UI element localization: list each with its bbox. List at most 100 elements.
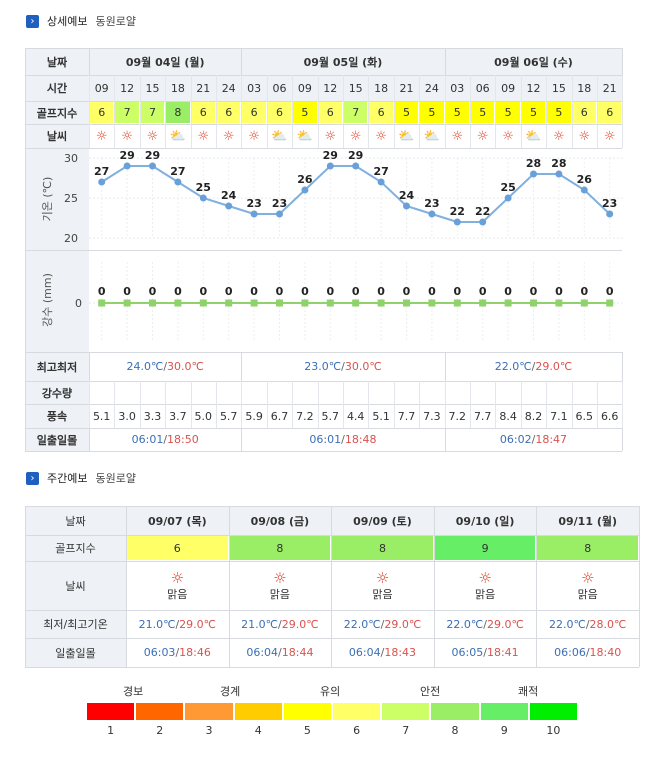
- min-temp: 22.0℃: [343, 617, 381, 631]
- rain-data-label: 0: [403, 285, 411, 298]
- detail-section-header: › 상세예보 동원로얄: [26, 12, 136, 30]
- legend-label: 경보: [123, 685, 144, 698]
- sun-icon: ☼: [273, 568, 287, 587]
- rain-point: [453, 299, 461, 307]
- rain-data-label: 0: [453, 285, 461, 298]
- min-temp: 22.0℃: [446, 617, 484, 631]
- time-cell: 09: [501, 81, 516, 95]
- temp-point: [326, 162, 334, 170]
- col-divider: [368, 381, 370, 428]
- rain-data-label: 0: [174, 285, 182, 298]
- rain-data-label: 0: [377, 285, 385, 298]
- rain-point: [199, 299, 207, 307]
- legend-label: 쾌적: [518, 685, 539, 698]
- col-divider: [520, 381, 522, 428]
- max-temp: 30.0℃: [344, 360, 382, 373]
- separator: /: [483, 617, 487, 631]
- col-divider: [597, 75, 598, 148]
- temp-point: [225, 202, 233, 210]
- time-cell: 15: [145, 81, 160, 95]
- wind-cell: 5.7: [321, 409, 340, 423]
- sun-icon: ☼: [603, 128, 616, 144]
- weekly-weather: ☼ 맑음: [434, 561, 537, 610]
- rain-point: [504, 299, 512, 307]
- min-temp: 24.0℃: [126, 360, 164, 373]
- legend-label: 경계: [220, 685, 241, 698]
- weekly-golf-index: 8: [331, 535, 434, 561]
- rain-point: [377, 299, 385, 307]
- separator: /: [163, 433, 168, 446]
- day-divider: [241, 428, 243, 451]
- weekly-sun: 06:04/18:43: [331, 638, 434, 667]
- row-divider: [25, 352, 623, 353]
- legend-number: 3: [205, 724, 213, 737]
- temp-data-label: 26: [297, 173, 313, 186]
- temp-point: [199, 194, 207, 202]
- weekly-sun: 06:03/18:46: [126, 638, 229, 667]
- rain-point: [479, 299, 487, 307]
- sunset-time: 18:48: [344, 433, 377, 446]
- weekly-row-label-weather: 날씨: [65, 579, 86, 593]
- row-divider: [25, 428, 623, 429]
- weekly-label-bg: [25, 610, 126, 638]
- temp-axis-label: 기온 (℃): [41, 177, 54, 222]
- separator: /: [585, 617, 590, 631]
- row-divider: [25, 404, 623, 405]
- row-divider: [25, 250, 623, 251]
- separator: /: [585, 646, 590, 659]
- sun-icon: ☼: [121, 128, 133, 144]
- partly-cloudy-icon: ⛅: [271, 128, 288, 144]
- col-divider: [470, 75, 471, 148]
- legend-swatch: [430, 702, 480, 721]
- legend-label: 유의: [320, 685, 341, 698]
- temp-point: [250, 210, 258, 218]
- weekly-section-header: › 주간예보 동원로얄: [26, 469, 136, 487]
- wind-cell: 7.2: [296, 409, 314, 423]
- sunset-time: 18:47: [535, 433, 568, 446]
- time-cell: 12: [120, 81, 135, 95]
- weekly-sun: 06:04/18:44: [229, 638, 332, 667]
- min-temp: 21.0℃: [138, 617, 176, 631]
- day-divider: [444, 428, 446, 451]
- time-cell: 15: [551, 81, 566, 95]
- temp-data-label: 27: [170, 165, 185, 178]
- col-divider: [165, 75, 167, 148]
- legend-swatch: [184, 702, 234, 721]
- legend-swatch: [233, 702, 283, 721]
- legend-number: 6: [353, 724, 361, 737]
- time-cell: 06: [272, 81, 287, 95]
- separator: /: [278, 646, 282, 659]
- row-divider: [25, 101, 623, 102]
- rain-data-label: 0: [606, 285, 614, 298]
- separator: /: [341, 433, 345, 446]
- rain-data-label: 0: [530, 285, 538, 298]
- col-divider: [520, 75, 522, 148]
- sunrise-time: 06:04: [246, 646, 279, 659]
- rain-data-label: 0: [199, 285, 207, 298]
- sunrise-time: 06:01: [309, 433, 342, 446]
- weekly-label-bg: [25, 561, 126, 610]
- sun-icon: ☼: [578, 128, 591, 144]
- max-temp: 29.0℃: [486, 617, 524, 631]
- temp-point: [123, 162, 131, 170]
- col-divider: [419, 75, 421, 148]
- temp-point: [453, 218, 461, 226]
- rain-point: [98, 299, 106, 307]
- chevron-right-icon: ›: [26, 471, 39, 485]
- temp-data-label: 23: [424, 197, 439, 210]
- rain-data-label: 0: [326, 285, 334, 298]
- row-label-rainamt: 강수량: [25, 381, 89, 404]
- min-temp: 23.0℃: [304, 360, 342, 373]
- rain-point: [580, 299, 588, 307]
- col-divider: [444, 75, 446, 148]
- sunrise-time: 06:03: [143, 646, 176, 659]
- rain-data-label: 0: [98, 285, 106, 298]
- weekly-col-divider: [126, 506, 127, 667]
- col-divider: [190, 381, 192, 428]
- weekly-golf-index: 8: [536, 535, 639, 561]
- time-cell: 09: [94, 81, 109, 95]
- sun-icon: ☼: [324, 128, 337, 144]
- wind-cell: 7.2: [448, 409, 467, 423]
- col-divider: [114, 381, 116, 428]
